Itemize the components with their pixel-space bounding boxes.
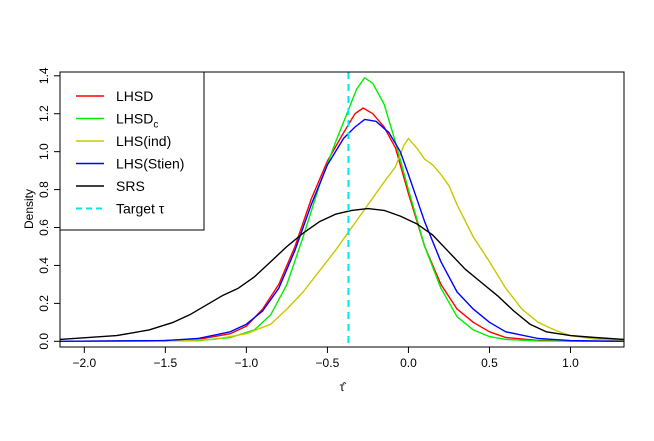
x-tick-label: −1.5: [153, 356, 177, 370]
y-tick-label: 1.2: [37, 105, 51, 122]
x-tick-label: −2.0: [72, 356, 96, 370]
y-tick-label: 1.4: [37, 67, 51, 84]
y-tick-label: 0.2: [37, 295, 51, 312]
legend-label-5: Target τ: [116, 201, 165, 217]
y-axis: 0.0 0.2 0.4 0.6 0.8 1.0 1.2 1.4: [37, 67, 60, 350]
series-layer: [59, 77, 625, 342]
y-tick-label: 0.0: [37, 333, 51, 350]
legend-subscript: c: [153, 120, 158, 131]
x-tick-label: 0.5: [481, 356, 498, 370]
legend-label-4: SRS: [116, 178, 145, 194]
x-tick-label: 0.0: [400, 356, 417, 370]
x-axis-title: τ̂: [340, 380, 347, 394]
legend: LHSD LHSDc LHS(ind) LHS(Stien) SRS Target τ: [59, 71, 205, 231]
series-line-lhs-stien-3: [59, 118, 625, 342]
y-tick-label: 1.0: [37, 143, 51, 160]
series-line-srs-4: [59, 207, 625, 341]
x-tick-label: −1.0: [235, 356, 259, 370]
x-tick-label: −0.5: [316, 356, 340, 370]
legend-label-0: LHSD: [116, 88, 153, 104]
x-tick-label: 1.0: [562, 356, 579, 370]
series-line-lhsdc-1: [59, 77, 625, 342]
series-line-lhsd-0: [59, 107, 625, 342]
y-tick-label: 0.8: [37, 181, 51, 198]
legend-label-2: LHS(ind): [116, 133, 171, 149]
legend-label-3: LHS(Stien): [116, 156, 184, 172]
series-line-lhs-ind-2: [59, 137, 625, 342]
legend-label-1: LHSDc: [116, 111, 158, 131]
y-axis-title: Density: [22, 189, 36, 229]
legend-box: [59, 71, 205, 231]
y-tick-label: 0.6: [37, 219, 51, 236]
x-axis: −2.0 −1.5 −1.0 −0.5 0.0 0.5 1.0: [72, 347, 579, 370]
y-tick-label: 0.4: [37, 257, 51, 274]
